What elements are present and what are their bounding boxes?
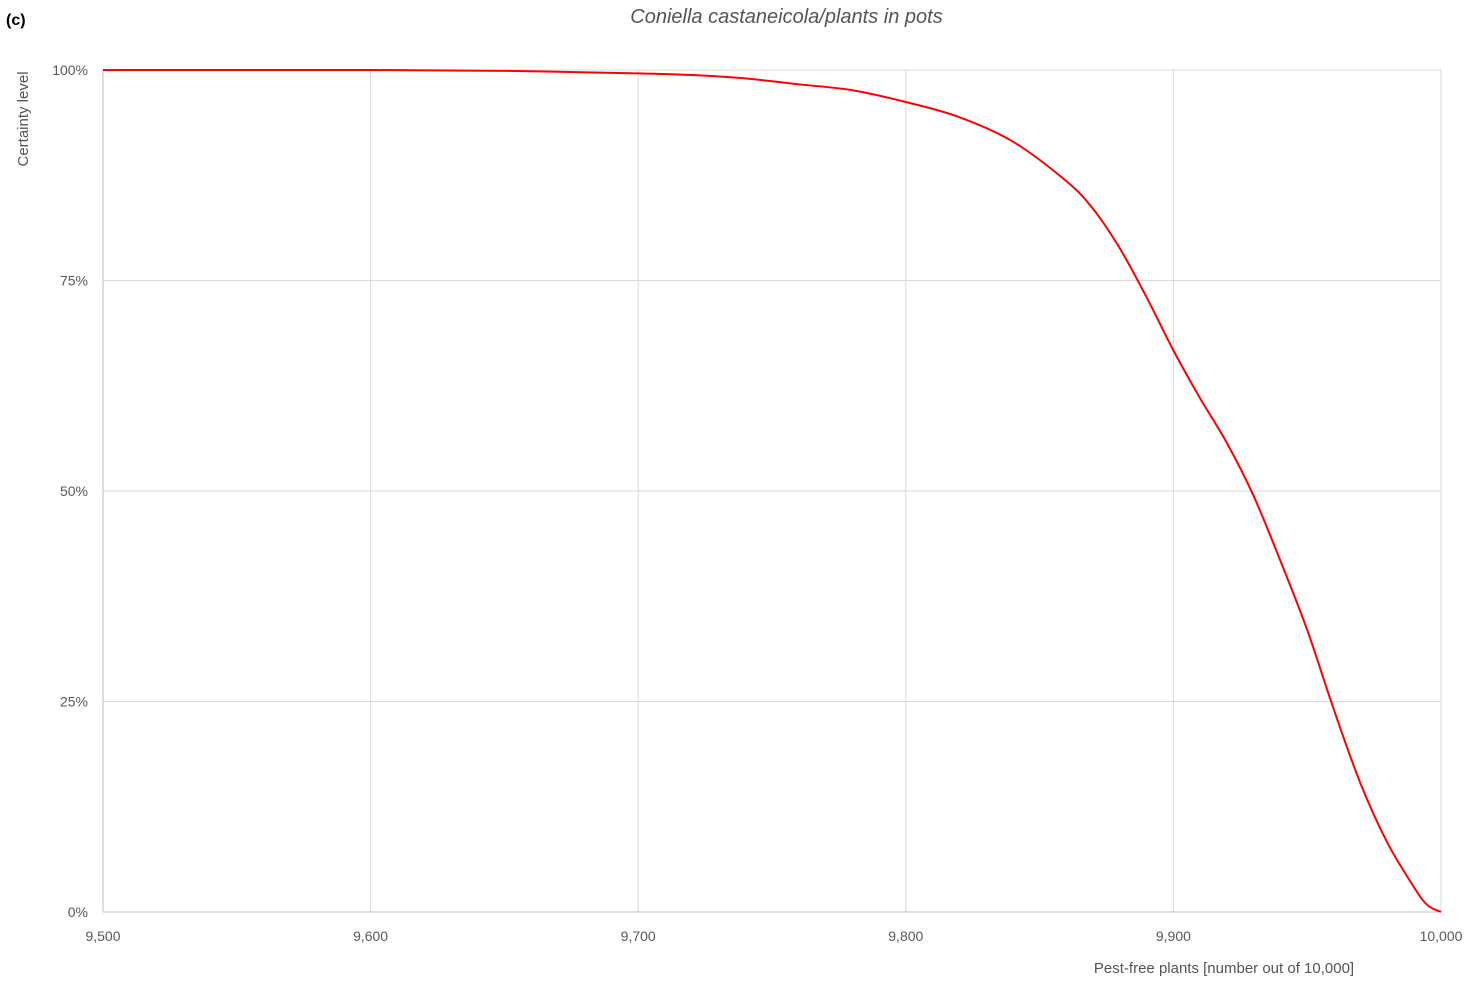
axes [102, 70, 1441, 913]
y-tick-labels: 0% 25% 50% 75% 100% [52, 62, 88, 920]
x-tick-label: 9,500 [85, 928, 120, 944]
y-tick-label: 25% [60, 694, 88, 710]
x-tick-label: 9,600 [353, 928, 388, 944]
y-tick-label: 0% [68, 904, 88, 920]
y-axis-label: Certainty level [15, 71, 32, 166]
series-line [103, 68, 1442, 913]
x-tick-label: 9,900 [1156, 928, 1191, 944]
y-tick-label: 75% [60, 273, 88, 289]
y-tick-label: 50% [60, 483, 88, 499]
x-tick-labels: 9,500 9,600 9,700 9,800 9,900 10,000 [85, 928, 1462, 944]
x-tick-label: 9,800 [888, 928, 923, 944]
x-axis-label: Pest-free plants [number out of 10,000] [1094, 960, 1354, 977]
y-tick-label: 100% [52, 62, 88, 78]
grid [103, 69, 1442, 912]
x-tick-label: 9,700 [621, 928, 656, 944]
panel-label: (c) [6, 12, 26, 29]
x-tick-label: 10,000 [1420, 928, 1463, 944]
chart-title: Coniella castaneicola/plants in pots [630, 6, 943, 28]
